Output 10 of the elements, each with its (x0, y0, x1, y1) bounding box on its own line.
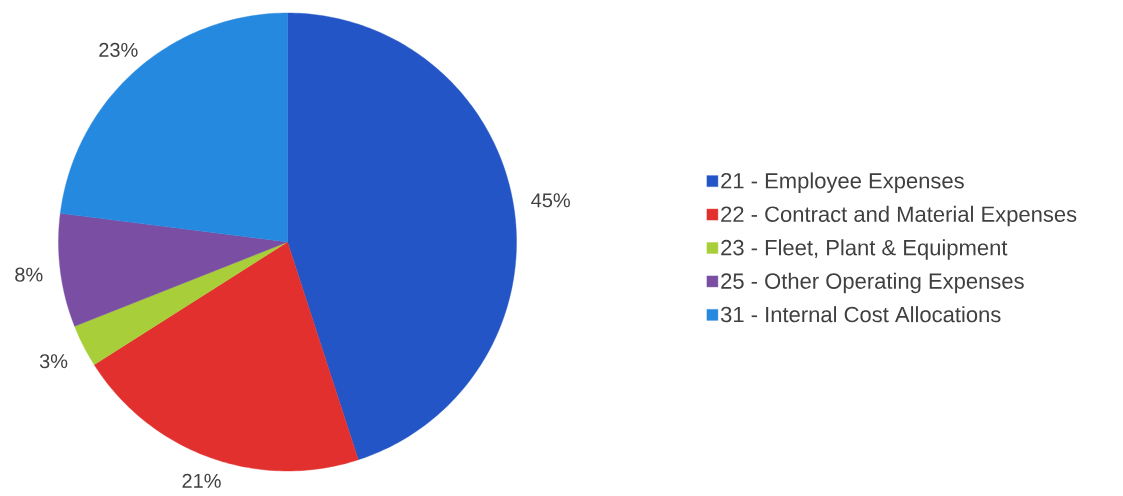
legend-label: 23 - Fleet, Plant & Equipment (721, 239, 1008, 260)
legend-label: 25 - Other Operating Expenses (721, 272, 1024, 294)
data-label: 45% (531, 193, 570, 208)
legend-label: 21 - Employee Expenses (721, 172, 964, 193)
legend-label: 31 - Internal Cost Allocations (720, 306, 1001, 323)
data-label: 23% (99, 42, 138, 58)
data-label: 8% (15, 267, 43, 282)
legend-label: 22 - Contract and Material Expenses (721, 205, 1077, 227)
data-label: 3% (39, 354, 68, 369)
data-label: 21% (182, 473, 221, 488)
